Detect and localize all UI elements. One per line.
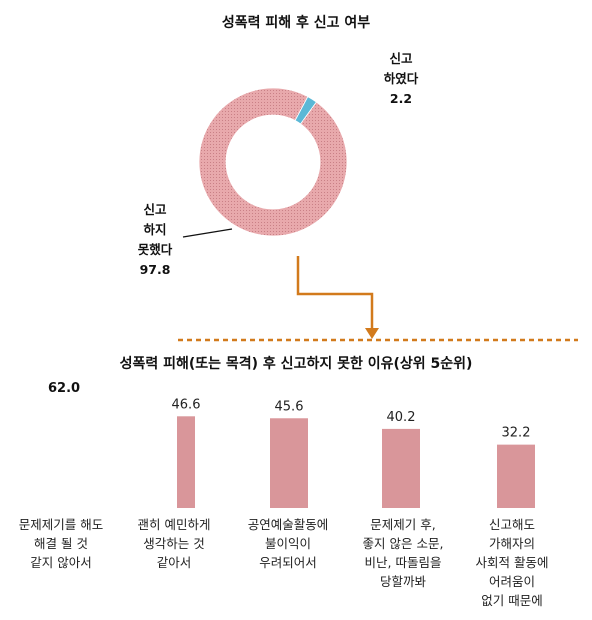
category-label-1-line-2: 같아서 [157, 555, 192, 570]
category-label-1-line-0: 괜히 예민하게 [138, 517, 211, 532]
bar-3 [382, 428, 420, 508]
slice-label-not-reported-line3: 못했다 [138, 242, 173, 257]
bar-4 [497, 444, 535, 508]
slice-label-not-reported-line1: 신고 [143, 202, 167, 217]
slice-label-reported-line2: 하였다 [384, 71, 419, 86]
category-label-4-line-4: 없기 때문에 [481, 593, 542, 608]
category-label-2-line-0: 공연예술활동에 [248, 517, 329, 532]
slice-label-not-reported-line2: 하지 [143, 222, 166, 237]
slice-label-not-reported: 신고 하지 못했다 97.8 [138, 202, 173, 277]
slice-value-not-reported: 97.8 [140, 262, 171, 277]
slice-label-reported: 신고 하였다 2.2 [384, 51, 419, 106]
category-label-3-line-3: 당할까봐 [380, 574, 427, 589]
bar-2 [270, 418, 308, 508]
category-label-2-line-2: 우려되어서 [259, 555, 317, 570]
bar-value-label-4: 32.2 [502, 426, 531, 441]
slice-label-reported-line1: 신고 [389, 51, 413, 66]
category-label-3-line-2: 비난, 따돌림을 [365, 555, 442, 570]
bar-value-label-2: 45.6 [275, 399, 304, 414]
category-label-0-line-1: 해결 될 것 [34, 536, 88, 551]
bar-ymax-label: 62.0 [48, 381, 80, 396]
bar-chart: 46.6 45.6 40.2 32.2 [172, 397, 535, 508]
category-label-1-line-1: 생각하는 것 [143, 536, 204, 551]
category-label-3-line-0: 문제제기 후, [370, 517, 435, 532]
connector-arrow [178, 256, 578, 342]
category-label-2-line-1: 불이익이 [265, 536, 311, 551]
category-label-4-line-0: 신고해도 [489, 517, 535, 532]
slice-value-reported: 2.2 [390, 91, 412, 106]
category-label-4-line-2: 사회적 활동에 [476, 555, 549, 570]
bar-value-label-3: 40.2 [387, 410, 416, 425]
category-label-0-line-0: 문제제기를 해도 [19, 517, 103, 532]
leader-line-not-reported [182, 228, 233, 238]
donut-title: 성폭력 피해 후 신고 여부 [222, 14, 370, 31]
bar-1 [177, 416, 195, 508]
donut-slice-1 [198, 87, 348, 237]
bar-title: 성폭력 피해(또는 목격) 후 신고하지 못한 이유(상위 5순위) [120, 355, 473, 372]
bar-value-label-1: 46.6 [172, 397, 201, 412]
donut-chart [198, 87, 348, 237]
category-label-3-line-1: 좋지 않은 소문, [363, 536, 444, 551]
category-label-0-line-2: 같지 않아서 [30, 555, 91, 570]
category-label-4-line-3: 어려움이 [489, 574, 535, 589]
category-label-4-line-1: 가해자의 [489, 536, 535, 551]
